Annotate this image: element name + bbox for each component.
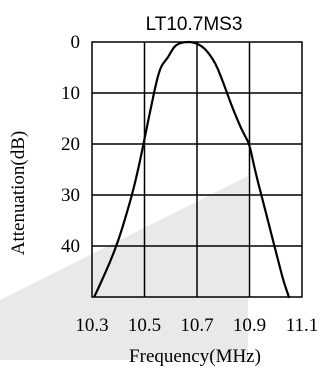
y-tick-label: 20	[61, 134, 80, 155]
x-tick-label: 10.9	[233, 315, 266, 336]
x-tick-label: 11.1	[286, 315, 319, 336]
attenuation-curve	[93, 40, 290, 299]
x-tick-label: 10.7	[180, 315, 213, 336]
watermark-shape	[0, 176, 248, 360]
series-group	[93, 40, 290, 299]
y-tick-labels: 0 10 20 30 40	[61, 32, 80, 257]
y-axis-label: Attenuation(dB)	[8, 131, 29, 256]
chart-title: LT10.7MS3	[146, 14, 243, 35]
y-tick-label: 40	[61, 236, 80, 257]
plot-grid	[91, 41, 303, 298]
y-tick-label: 30	[61, 185, 80, 206]
y-tick-label: 10	[61, 83, 80, 104]
y-tick-label: 0	[71, 32, 81, 53]
x-tick-labels: 10.3 10.5 10.7 10.9 11.1	[75, 315, 318, 336]
x-tick-label: 10.3	[75, 315, 108, 336]
x-tick-label: 10.5	[128, 315, 161, 336]
x-axis-label: Frequency(MHz)	[129, 346, 261, 367]
